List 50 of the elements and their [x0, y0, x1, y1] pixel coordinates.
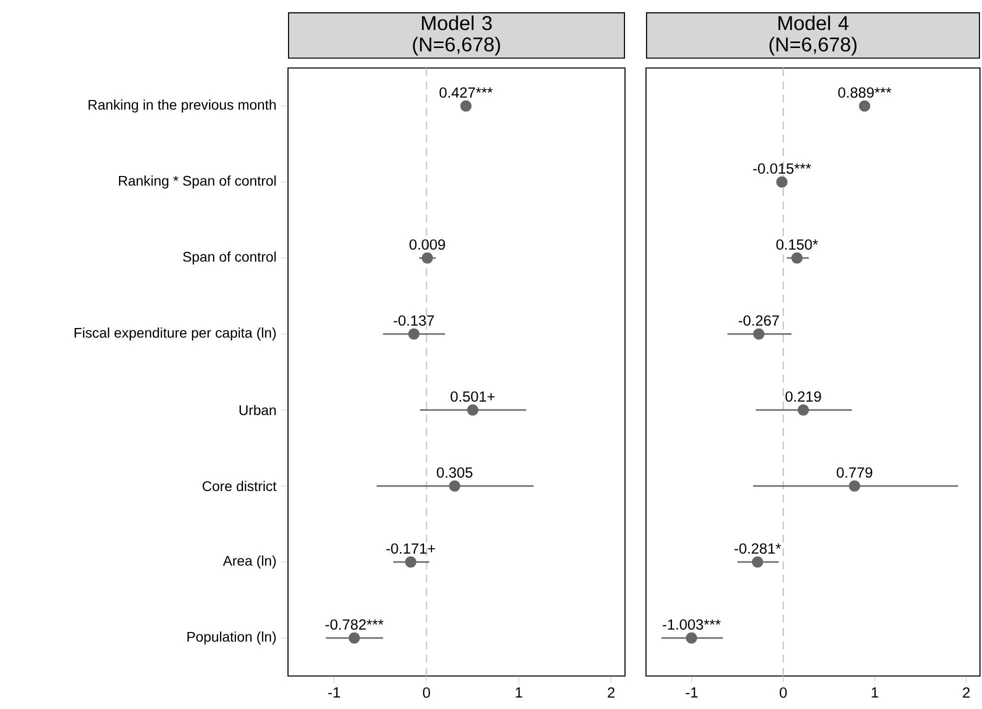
- data-label: -0.137: [394, 315, 434, 326]
- y-tick-label: Ranking in the previous month: [88, 99, 276, 113]
- x-tick-label: 1: [516, 687, 522, 698]
- data-label: 0.501+: [450, 391, 495, 402]
- point: [752, 556, 764, 568]
- data-label: -1.003***: [662, 619, 721, 630]
- data-label: 0.779: [836, 467, 872, 478]
- chart-subtitle: (N=6,678): [412, 36, 500, 56]
- point: [460, 100, 472, 112]
- data-label: 0.219: [786, 391, 821, 402]
- point: [753, 328, 764, 340]
- x-tick-label: 0: [422, 687, 430, 698]
- chart-title: Model 3: [422, 16, 492, 30]
- data-label: 0.889***: [838, 87, 892, 98]
- data-label: 0.009: [410, 239, 445, 250]
- y-tick-label: Ranking * Span of control: [119, 175, 276, 189]
- x-tick-label: -1: [686, 687, 698, 698]
- x-tick-label: -1: [328, 687, 340, 698]
- data-label: -0.015***: [753, 163, 812, 174]
- point: [422, 252, 433, 264]
- x-tick-label: 1: [872, 687, 878, 698]
- x-tick-label: 2: [962, 687, 970, 698]
- x-tick-label: 2: [608, 687, 614, 698]
- point: [449, 480, 460, 492]
- point: [848, 480, 860, 492]
- data-label: -0.782***: [326, 619, 384, 630]
- point: [791, 252, 803, 264]
- chart-title: Model 4: [778, 16, 849, 30]
- point: [348, 632, 360, 644]
- y-tick-label: Span of control: [183, 251, 276, 265]
- chart-subtitle: (N=6,678): [769, 36, 856, 56]
- y-tick-label: Fiscal expenditure per capita (ln): [74, 327, 276, 341]
- point: [405, 556, 416, 568]
- point: [408, 328, 420, 340]
- y-tick-label: Urban: [240, 404, 276, 416]
- data-label: -0.267: [738, 315, 779, 326]
- point: [859, 100, 870, 112]
- data-label: 0.305: [436, 467, 472, 478]
- point: [686, 632, 698, 644]
- y-tick-label: Area (ln): [222, 555, 276, 569]
- data-label: -0.281*: [734, 543, 781, 554]
- y-tick-label: Population (ln): [188, 631, 276, 645]
- data-label: -0.171+: [386, 543, 436, 554]
- x-tick-label: 0: [780, 687, 787, 698]
- point: [776, 176, 788, 188]
- point: [798, 404, 809, 416]
- point: [467, 404, 478, 416]
- data-label: 0.150*: [776, 239, 818, 250]
- data-label: 0.427***: [440, 87, 493, 98]
- y-tick-label: Core district: [202, 480, 276, 492]
